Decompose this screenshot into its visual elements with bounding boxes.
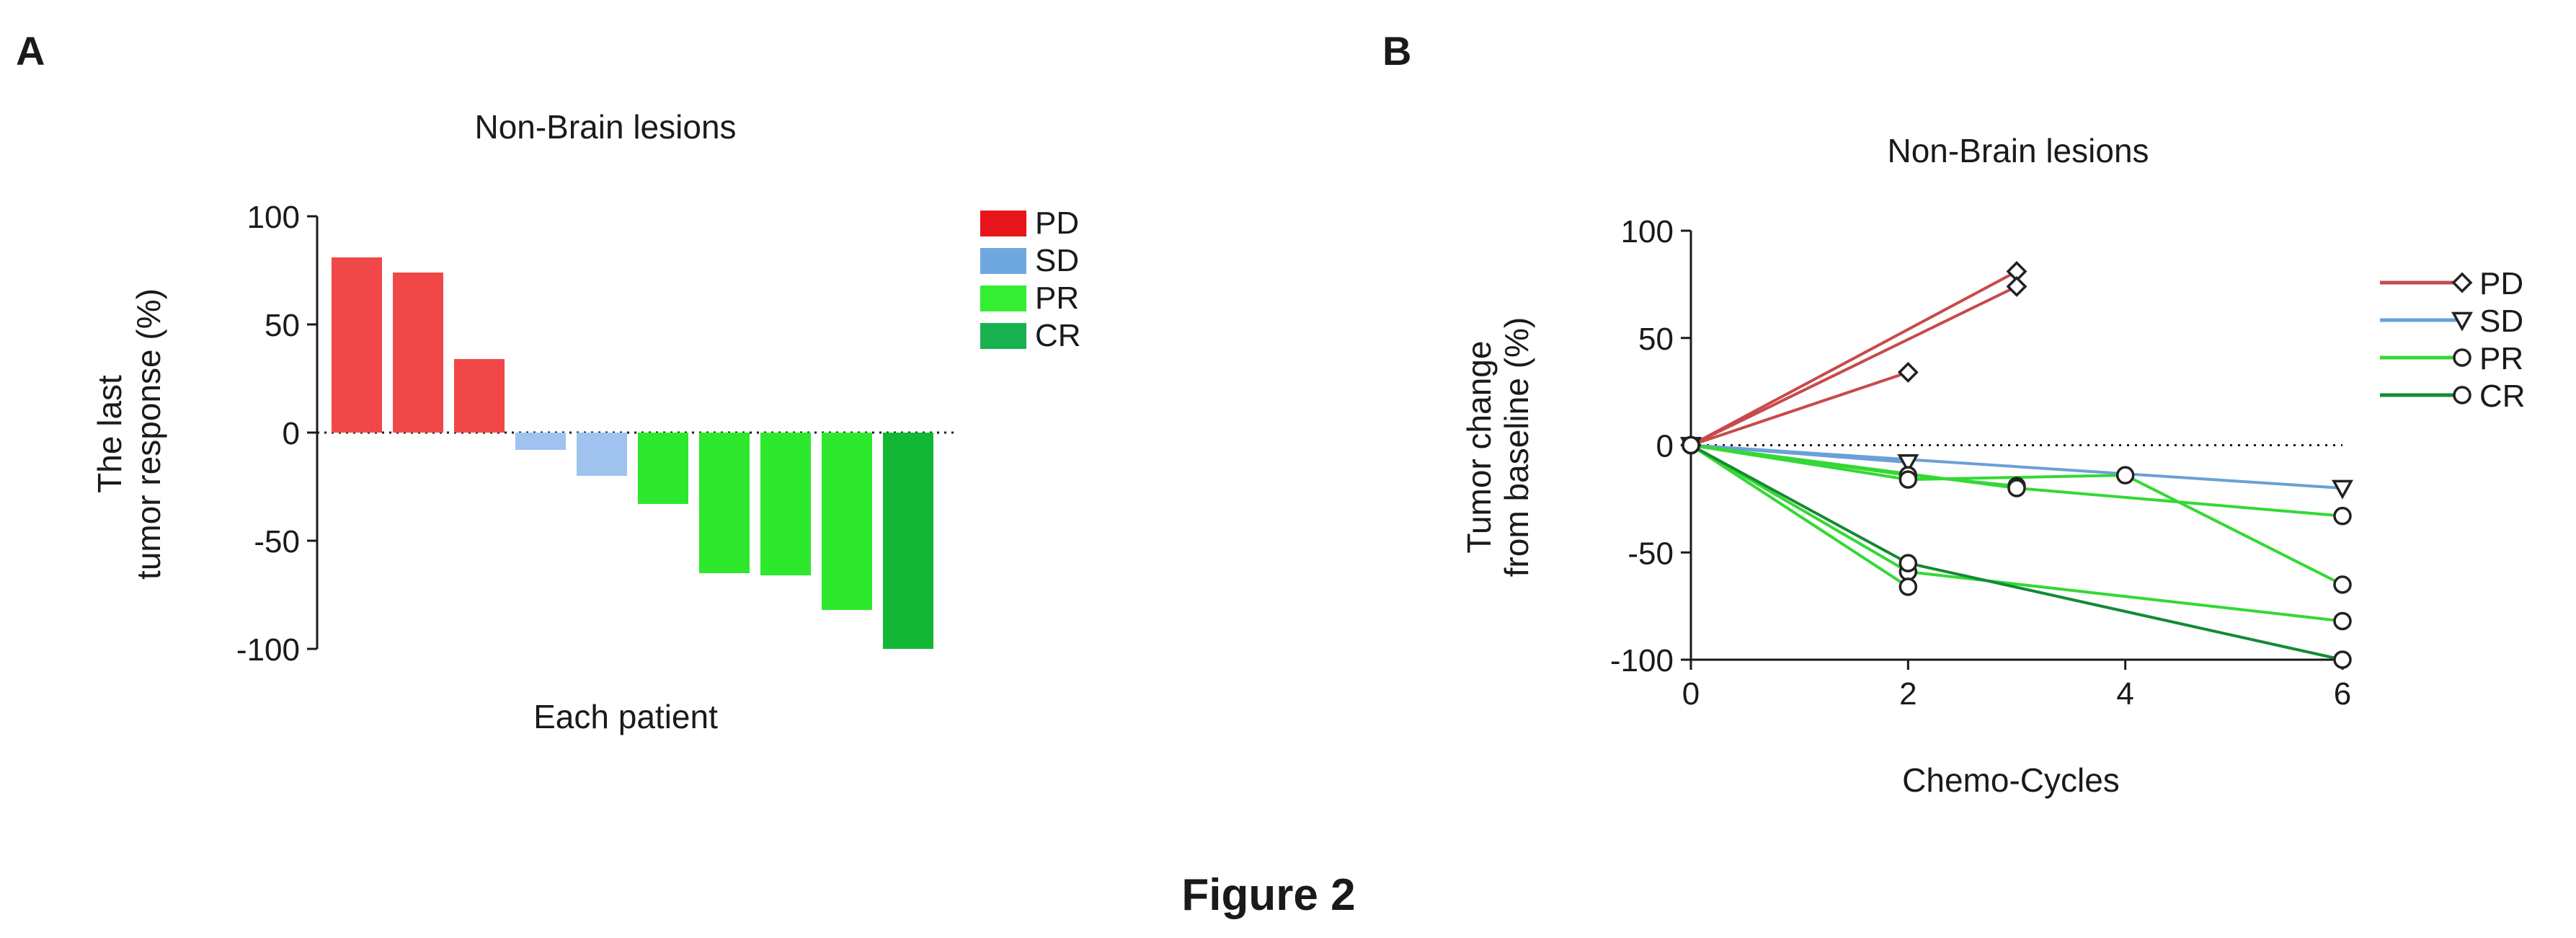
chart-a-bar-pd [332, 257, 382, 433]
chart-b-y-tick-label: -100 [1610, 643, 1674, 678]
chart-b-y-tick-label: 0 [1656, 429, 1674, 464]
chart-b-point-pr [2333, 506, 2352, 526]
figure-caption: Figure 2 [1181, 870, 1355, 920]
chart-a-legend-label: PD [1035, 205, 1079, 241]
chart-b-point-pr [1898, 470, 1918, 489]
chart-a-bar-cr [883, 433, 933, 649]
chart-b-series-line-pd [1690, 270, 2017, 447]
panel-b-label: B [1382, 28, 1411, 74]
chart-b-series-line-pd [1690, 285, 2017, 447]
chart-a-y-tick-label: 0 [283, 416, 300, 451]
chart-b-x-tick-label: 2 [1899, 676, 1917, 712]
chart-b-x-tick-label: 0 [1682, 676, 1700, 712]
chart-a-bar-sd [515, 433, 566, 450]
chart-a-bar-sd [577, 433, 627, 476]
chart-b-legend-marker [2453, 386, 2471, 404]
chart-b-title: Non-Brain lesions [1887, 132, 2149, 169]
chart-a-bar-pr [699, 433, 750, 573]
chart-a-bar-pd [393, 273, 443, 433]
chart-b-x-tick-label: 4 [2116, 676, 2133, 712]
chart-a-y-tick-label: -100 [236, 632, 300, 668]
chart-a-bar-pr [760, 433, 811, 575]
chart-a-legend-swatch [980, 211, 1026, 236]
chart-b-y-tick-label: 100 [1621, 214, 1674, 249]
chart-b-point-pr [2333, 575, 2352, 594]
chart-b-y-tick-label: -50 [1627, 536, 1674, 571]
chart-b-series-line-pd [1690, 371, 1909, 447]
chart-a-bar-pd [454, 359, 505, 433]
chart-b-point-sd [2332, 479, 2353, 500]
chart-b-point-pr [1898, 578, 1918, 596]
panel-a-label: A [16, 28, 45, 74]
chart-a-title: Non-Brain lesions [474, 108, 736, 146]
chart-a-legend-swatch [980, 323, 1026, 349]
chart-b-series-line-pr [1689, 443, 1909, 588]
chart-b-ylabel-line2: from baseline (%) [1498, 317, 1535, 577]
chart-b-legend-label: PR [2479, 341, 2523, 376]
chart-b-point-pd [2006, 275, 2028, 297]
chart-b-legend-label: CR [2479, 379, 2526, 414]
chart-b-x-tick-label: 6 [2334, 676, 2351, 712]
chart-a-ylabel-line1: The last [91, 375, 128, 493]
chart-b-point-cr [1898, 554, 1918, 572]
chart-a-legend-swatch [980, 286, 1026, 311]
chart-b-ylabel-line1: Tumor change [1460, 341, 1498, 554]
chart-b-legend-marker [2453, 348, 2471, 367]
chart-a-y-tick-label: -50 [254, 524, 300, 559]
chart-b-point-pr [2115, 466, 2135, 485]
chart-b-point-cr [2333, 650, 2352, 669]
chart-b-point-cr [1682, 435, 1700, 455]
chart-b-point-pd [1897, 361, 1919, 383]
chart-a-bar-pr [638, 433, 688, 504]
chart-a-legend-label: PR [1035, 280, 1079, 316]
chart-a-legend-label: CR [1035, 318, 1081, 353]
chart-b-point-pr [2333, 611, 2352, 631]
chart-b-xlabel: Chemo-Cycles [1902, 761, 2120, 799]
chart-b-point-sd [1897, 453, 1919, 474]
chart-b-series-line-pr [1689, 443, 2343, 623]
chart-b-legend-marker [2451, 272, 2473, 293]
chart-b-y-tick-label: 50 [1638, 322, 1674, 357]
chart-b-legend-label: PD [2479, 266, 2523, 301]
chart-a-bar-pr [822, 433, 872, 610]
chart-a-y-tick-label: 100 [247, 200, 300, 235]
chart-a-legend-label: SD [1035, 243, 1079, 278]
chart-b-legend-marker [2451, 311, 2473, 332]
chart-a-legend-swatch [980, 248, 1026, 274]
chart-a-xlabel: Each patient [533, 698, 718, 735]
chart-a-y-tick-label: 50 [265, 308, 300, 343]
chart-b-series-line-sd [1690, 443, 2343, 490]
chart-b-point-pr [2007, 479, 2026, 497]
chart-b-legend-label: SD [2479, 304, 2523, 339]
chart-a-ylabel-line2: tumor response (%) [130, 288, 167, 580]
